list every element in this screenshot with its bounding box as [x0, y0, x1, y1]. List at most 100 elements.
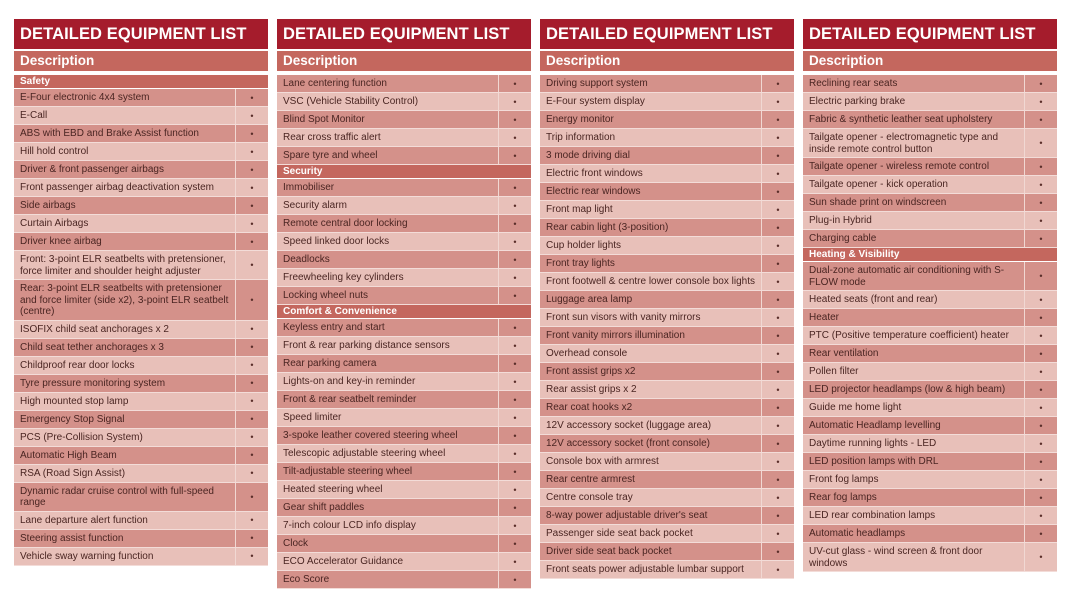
- feature-label: Freewheeling key cylinders: [277, 269, 499, 286]
- standard-marker: •: [250, 146, 254, 157]
- feature-label: Heated seats (front and rear): [803, 291, 1025, 308]
- feature-label: Rear: 3-point ELR seatbelts with pretens…: [14, 280, 236, 320]
- feature-label: Tyre pressure monitoring system: [14, 374, 236, 392]
- feature-label: 3-spoke leather covered steering wheel: [277, 427, 499, 444]
- table-row: Keyless entry and start •: [277, 319, 531, 337]
- feature-label: Rear cross traffic alert: [277, 129, 499, 146]
- table-row: 7-inch colour LCD info display •: [277, 517, 531, 535]
- table-row: Remote central door locking •: [277, 215, 531, 233]
- standard-marker: •: [776, 564, 780, 575]
- equipment-column-1: DETAILED EQUIPMENT LIST Description Safe…: [14, 19, 268, 589]
- standard-marker: •: [776, 222, 780, 233]
- table-row: Dual-zone automatic air conditioning wit…: [803, 262, 1057, 291]
- table-row: Rear centre armrest •: [540, 471, 794, 489]
- table-row: LED rear combination lamps •: [803, 507, 1057, 525]
- feature-label: Heated steering wheel: [277, 481, 499, 498]
- feature-label: Side airbags: [14, 197, 236, 214]
- feature-label: Front sun visors with vanity mirrors: [540, 309, 762, 326]
- feature-label: Rear ventilation: [803, 345, 1025, 362]
- table-row: Rear fog lamps •: [803, 489, 1057, 507]
- standard-marker: •: [250, 200, 254, 211]
- standard-marker: •: [1039, 552, 1043, 562]
- feature-label: Driving support system: [540, 75, 762, 92]
- feature-label: VSC (Vehicle Stability Control): [277, 93, 499, 110]
- standard-marker: •: [1039, 312, 1043, 323]
- standard-marker: •: [250, 432, 254, 442]
- feature-label: Pollen filter: [803, 363, 1025, 380]
- table-row: Electric front windows •: [540, 165, 794, 183]
- standard-marker: •: [1039, 420, 1043, 431]
- standard-marker: •: [513, 574, 517, 585]
- standard-marker: •: [513, 236, 517, 247]
- table-row: Electric parking brake •: [803, 93, 1057, 111]
- equipment-rows: Driving support system • E-Four system dis…: [540, 75, 794, 579]
- feature-label: ABS with EBD and Brake Assist function: [14, 125, 236, 142]
- table-row: Front sun visors with vanity mirrors •: [540, 309, 794, 327]
- standard-marker: •: [250, 515, 254, 525]
- feature-label: Front & rear parking distance sensors: [277, 337, 499, 354]
- description-header: Description: [14, 51, 268, 71]
- feature-label: Lane departure alert function: [14, 511, 236, 529]
- standard-marker: •: [513, 254, 517, 265]
- standard-marker: •: [1039, 161, 1043, 172]
- table-row: Electric rear windows •: [540, 183, 794, 201]
- table-row: Guide me home light •: [803, 399, 1057, 417]
- equipment-rows: Lane centering function • VSC (Vehicle Sta…: [277, 75, 531, 589]
- description-header: Description: [277, 51, 531, 71]
- table-row: Speed limiter •: [277, 409, 531, 427]
- table-row: RSA (Road Sign Assist) •: [14, 464, 268, 483]
- table-row: Sun shade print on windscreen •: [803, 194, 1057, 212]
- standard-marker: •: [776, 132, 780, 143]
- feature-label: Emergency Stop Signal: [14, 410, 236, 428]
- feature-label: Locking wheel nuts: [277, 287, 499, 304]
- feature-label: Blind Spot Monitor: [277, 111, 499, 128]
- feature-label: 7-inch colour LCD info display: [277, 517, 499, 534]
- standard-marker: •: [513, 132, 517, 143]
- feature-label: 3 mode driving dial: [540, 147, 762, 164]
- standard-marker: •: [776, 150, 780, 161]
- feature-label: ECO Accelerator Guidance: [277, 553, 499, 570]
- standard-marker: •: [250, 164, 254, 175]
- standard-marker: •: [250, 294, 254, 305]
- table-row: Immobiliser •: [277, 179, 531, 197]
- standard-marker: •: [513, 340, 517, 351]
- feature-label: Rear fog lamps: [803, 489, 1025, 506]
- feature-label: Electric front windows: [540, 165, 762, 182]
- section-header: Safety: [14, 75, 268, 89]
- standard-marker: •: [1039, 233, 1043, 244]
- standard-marker: •: [776, 546, 780, 557]
- standard-marker: •: [776, 402, 780, 413]
- standard-marker: •: [776, 366, 780, 377]
- standard-marker: •: [513, 394, 517, 405]
- feature-label: Vehicle sway warning function: [14, 547, 236, 565]
- feature-label: RSA (Road Sign Assist): [14, 464, 236, 482]
- standard-marker: •: [513, 412, 517, 423]
- table-row: High mounted stop lamp •: [14, 392, 268, 411]
- standard-marker: •: [776, 438, 780, 449]
- table-row: Front vanity mirrors illumination •: [540, 327, 794, 345]
- feature-label: Dynamic radar cruise control with full-s…: [14, 482, 236, 511]
- table-row: Tailgate opener - electromagnetic type a…: [803, 129, 1057, 158]
- feature-label: Childproof rear door locks: [14, 356, 236, 374]
- table-row: Dynamic radar cruise control with full-s…: [14, 482, 268, 512]
- standard-marker: •: [776, 114, 780, 125]
- table-row: Telescopic adjustable steering wheel •: [277, 445, 531, 463]
- feature-label: Front passenger airbag deactivation syst…: [14, 179, 236, 196]
- feature-label: Front & rear seatbelt reminder: [277, 391, 499, 408]
- feature-label: Front seats power adjustable lumbar supp…: [540, 561, 762, 578]
- table-row: Cup holder lights •: [540, 237, 794, 255]
- feature-label: Clock: [277, 535, 499, 552]
- feature-label: Gear shift paddles: [277, 499, 499, 516]
- table-row: Front: 3-point ELR seatbelts with preten…: [14, 251, 268, 280]
- table-row: UV-cut glass - wind screen & front door …: [803, 543, 1057, 572]
- standard-marker: •: [776, 168, 780, 179]
- table-row: Clock •: [277, 535, 531, 553]
- feature-label: Front fog lamps: [803, 471, 1025, 488]
- feature-label: Electric parking brake: [803, 93, 1025, 110]
- section-header: Heating & Visibility: [803, 248, 1057, 262]
- feature-label: Rear centre armrest: [540, 471, 762, 488]
- standard-marker: •: [776, 204, 780, 215]
- table-row: Child seat tether anchorages x 3 •: [14, 338, 268, 357]
- feature-label: PTC (Positive temperature coefficient) h…: [803, 327, 1025, 344]
- standard-marker: •: [250, 342, 254, 352]
